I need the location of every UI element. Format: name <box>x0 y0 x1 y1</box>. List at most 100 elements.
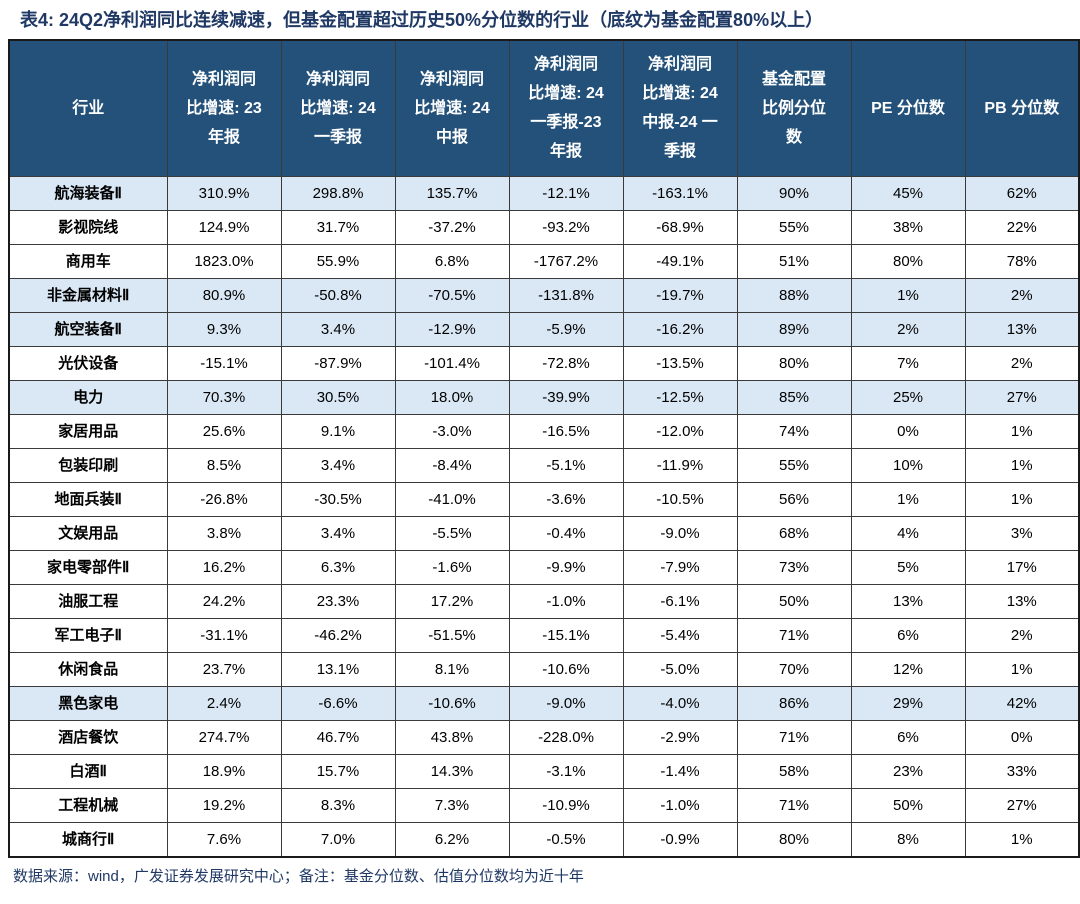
value-cell: 10% <box>850 447 966 483</box>
industry-cell: 家居用品 <box>8 413 168 449</box>
value-cell: 3.4% <box>280 311 396 347</box>
industry-cell: 黑色家电 <box>8 685 168 721</box>
value-cell: -87.9% <box>280 345 396 381</box>
value-cell: -10.9% <box>508 787 624 823</box>
value-cell: 73% <box>736 549 852 585</box>
value-cell: 1% <box>964 651 1080 687</box>
value-cell: 4% <box>850 515 966 551</box>
value-cell: 25% <box>850 379 966 415</box>
value-cell: 58% <box>736 753 852 789</box>
value-cell: 55% <box>736 209 852 245</box>
industry-cell: 城商行Ⅱ <box>8 821 168 857</box>
value-cell: -39.9% <box>508 379 624 415</box>
value-cell: -5.1% <box>508 447 624 483</box>
value-cell: 3.4% <box>280 515 396 551</box>
value-cell: 2.4% <box>166 685 282 721</box>
industry-cell: 影视院线 <box>8 209 168 245</box>
value-cell: -1.6% <box>394 549 510 585</box>
value-cell: 70% <box>736 651 852 687</box>
column-header: 行业 <box>8 39 168 177</box>
industry-cell: 航空装备Ⅱ <box>8 311 168 347</box>
value-cell: -8.4% <box>394 447 510 483</box>
value-cell: 43.8% <box>394 719 510 755</box>
value-cell: -9.9% <box>508 549 624 585</box>
value-cell: -9.0% <box>622 515 738 551</box>
column-header: PB 分位数 <box>964 39 1080 177</box>
value-cell: 9.1% <box>280 413 396 449</box>
value-cell: -70.5% <box>394 277 510 313</box>
table-row: 光伏设备 -15.1% -87.9% -101.4% -72.8% -13.5% 80% 7%… <box>8 345 1080 381</box>
value-cell: -12.5% <box>622 379 738 415</box>
value-cell: -5.9% <box>508 311 624 347</box>
value-cell: -0.9% <box>622 821 738 857</box>
value-cell: -101.4% <box>394 345 510 381</box>
industry-cell: 航海装备Ⅱ <box>8 175 168 211</box>
value-cell: 51% <box>736 243 852 279</box>
industry-cell: 非金属材料Ⅱ <box>8 277 168 313</box>
value-cell: -46.2% <box>280 617 396 653</box>
value-cell: 24.2% <box>166 583 282 619</box>
value-cell: 62% <box>964 175 1080 211</box>
value-cell: -10.6% <box>508 651 624 687</box>
value-cell: -1.4% <box>622 753 738 789</box>
value-cell: 14.3% <box>394 753 510 789</box>
value-cell: 78% <box>964 243 1080 279</box>
value-cell: 12% <box>850 651 966 687</box>
value-cell: 18.0% <box>394 379 510 415</box>
value-cell: 8.5% <box>166 447 282 483</box>
value-cell: 2% <box>964 345 1080 381</box>
value-cell: -3.0% <box>394 413 510 449</box>
value-cell: 7.3% <box>394 787 510 823</box>
value-cell: -10.5% <box>622 481 738 517</box>
industry-cell: 酒店餐饮 <box>8 719 168 755</box>
value-cell: 6.2% <box>394 821 510 857</box>
value-cell: 17.2% <box>394 583 510 619</box>
value-cell: 23% <box>850 753 966 789</box>
value-cell: 310.9% <box>166 175 282 211</box>
value-cell: -6.1% <box>622 583 738 619</box>
value-cell: -5.0% <box>622 651 738 687</box>
value-cell: 2% <box>964 277 1080 313</box>
value-cell: 7.6% <box>166 821 282 857</box>
value-cell: -93.2% <box>508 209 624 245</box>
value-cell: 3% <box>964 515 1080 551</box>
value-cell: -15.1% <box>166 345 282 381</box>
value-cell: 6% <box>850 719 966 755</box>
industry-cell: 文娱用品 <box>8 515 168 551</box>
industry-cell: 油服工程 <box>8 583 168 619</box>
value-cell: -0.4% <box>508 515 624 551</box>
column-header: 净利润同 比增速: 23 年报 <box>166 39 282 177</box>
industry-cell: 商用车 <box>8 243 168 279</box>
value-cell: 86% <box>736 685 852 721</box>
value-cell: -68.9% <box>622 209 738 245</box>
value-cell: 7.0% <box>280 821 396 857</box>
value-cell: -0.5% <box>508 821 624 857</box>
industry-cell: 包装印刷 <box>8 447 168 483</box>
table-row: 航空装备Ⅱ 9.3% 3.4% -12.9% -5.9% -16.2% 89% 2% 13% <box>8 311 1080 347</box>
value-cell: 22% <box>964 209 1080 245</box>
column-header: 净利润同 比增速: 24 一季报-23 年报 <box>508 39 624 177</box>
value-cell: 33% <box>964 753 1080 789</box>
value-cell: 13% <box>964 583 1080 619</box>
value-cell: 8.3% <box>280 787 396 823</box>
value-cell: -3.1% <box>508 753 624 789</box>
value-cell: -7.9% <box>622 549 738 585</box>
value-cell: 1% <box>964 821 1080 857</box>
value-cell: 90% <box>736 175 852 211</box>
value-cell: 71% <box>736 719 852 755</box>
value-cell: 6% <box>850 617 966 653</box>
value-cell: 1% <box>850 277 966 313</box>
value-cell: 85% <box>736 379 852 415</box>
industry-cell: 地面兵装Ⅱ <box>8 481 168 517</box>
industry-cell: 光伏设备 <box>8 345 168 381</box>
table-row: 商用车 1823.0% 55.9% 6.8% -1767.2% -49.1% 51% 80% 7… <box>8 243 1080 279</box>
value-cell: -2.9% <box>622 719 738 755</box>
value-cell: 1% <box>964 481 1080 517</box>
value-cell: 8.1% <box>394 651 510 687</box>
table-row: 电力 70.3% 30.5% 18.0% -39.9% -12.5% 85% 25% 27% <box>8 379 1080 415</box>
value-cell: 55.9% <box>280 243 396 279</box>
table-row: 家电零部件Ⅱ 16.2% 6.3% -1.6% -9.9% -7.9% 73% 5% 17% <box>8 549 1080 585</box>
value-cell: -1767.2% <box>508 243 624 279</box>
header-row: 行业 净利润同 比增速: 23 年报 净利润同 比增速: 24 一季报 净利润同 比增… <box>8 39 1080 177</box>
value-cell: 5% <box>850 549 966 585</box>
